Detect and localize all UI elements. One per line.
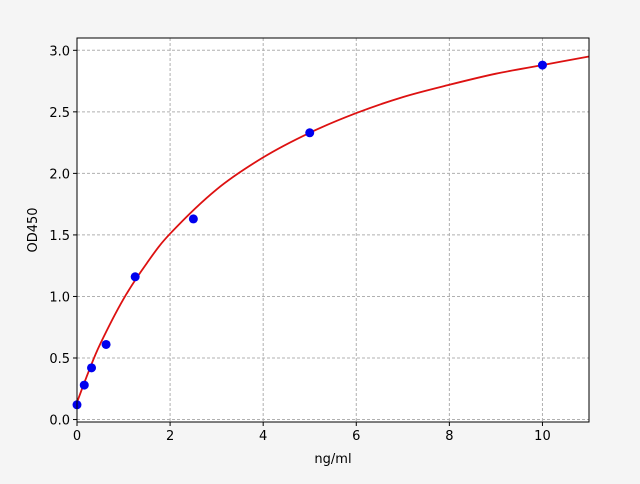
x-tick-label: 0	[73, 429, 81, 444]
y-tick-label: 2.5	[49, 106, 70, 121]
y-ticks: 0.0 0.5 1.0 1.5 2.0 2.5 3.0	[49, 44, 77, 429]
axes-frame	[76, 37, 590, 423]
plot-area	[77, 38, 589, 422]
data-point	[537, 60, 547, 70]
y-tick-label: 2.0	[49, 167, 70, 182]
fit-curve-layer	[76, 55, 590, 403]
data-point	[87, 363, 97, 373]
grid	[76, 38, 589, 422]
x-tick-label: 6	[352, 429, 360, 444]
x-tick-label: 2	[166, 429, 174, 444]
fit-curve	[76, 55, 590, 403]
x-axis-label: ng/ml	[314, 452, 351, 467]
x-tick-label: 10	[534, 429, 551, 444]
y-tick-label: 0.5	[49, 352, 70, 367]
x-tick-label: 8	[445, 429, 453, 444]
data-point	[130, 272, 140, 282]
y-axis-label: OD450	[26, 207, 41, 252]
y-tick-label: 1.5	[49, 229, 70, 244]
data-point	[305, 128, 315, 138]
y-tick-label: 0.0	[49, 414, 70, 429]
data-point	[101, 339, 111, 349]
points-layer	[72, 60, 547, 410]
data-point	[79, 380, 89, 390]
y-tick-label: 3.0	[49, 44, 70, 59]
data-point	[188, 214, 198, 224]
x-ticks: 0 2 4 6 8 10	[73, 422, 551, 444]
y-tick-label: 1.0	[49, 290, 70, 305]
x-tick-label: 4	[259, 429, 267, 444]
